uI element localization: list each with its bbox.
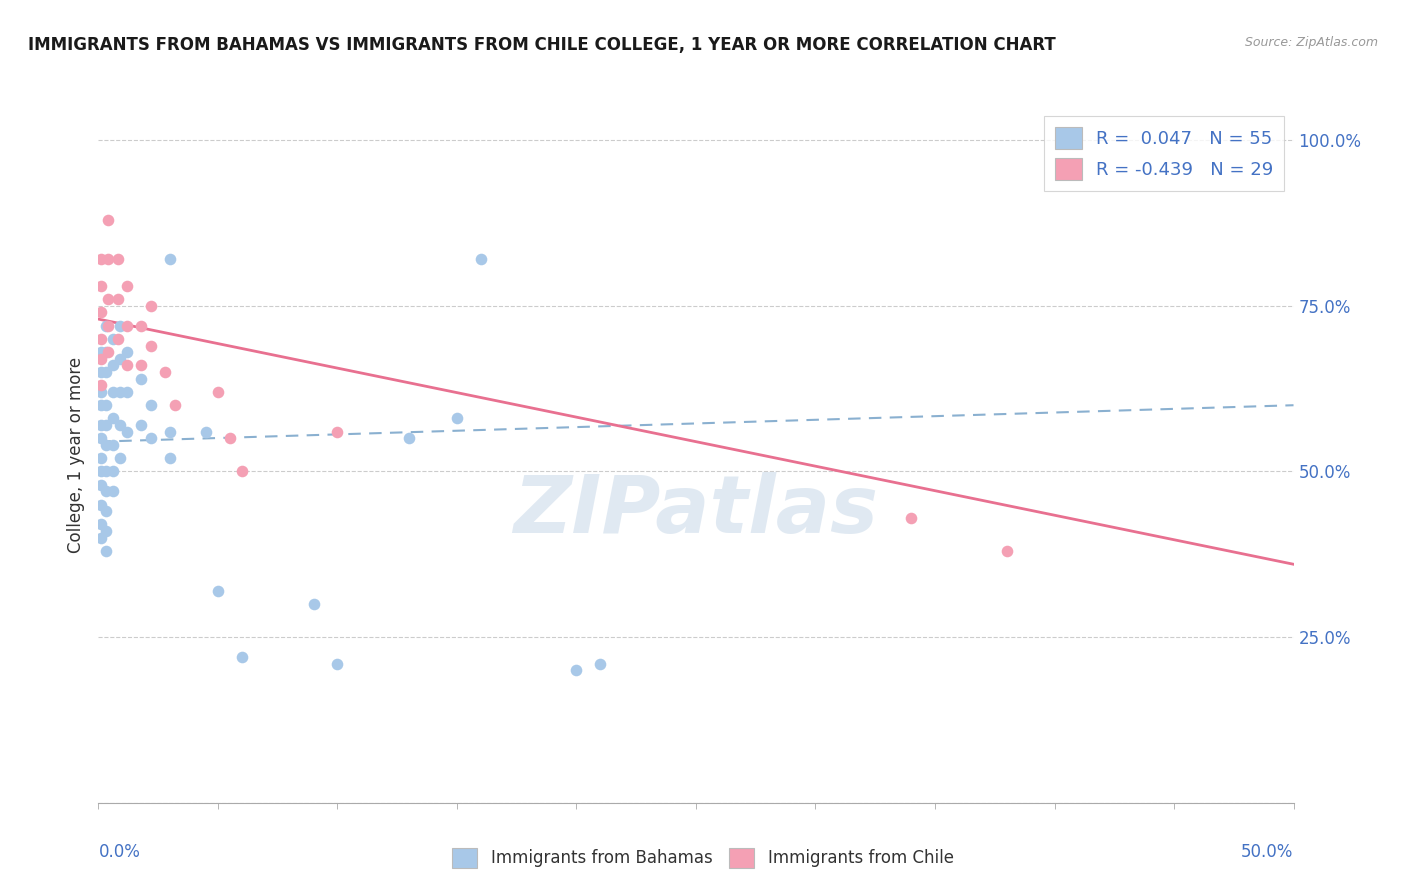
Point xyxy=(90,332,112,346)
Point xyxy=(207,384,229,399)
Point xyxy=(94,524,117,538)
Point xyxy=(101,438,124,452)
Point xyxy=(90,431,112,445)
Point xyxy=(131,418,153,433)
Point xyxy=(94,345,117,359)
Point xyxy=(115,318,138,333)
Point xyxy=(90,451,112,466)
Point xyxy=(155,365,177,379)
Point xyxy=(94,398,117,412)
Point xyxy=(90,365,112,379)
Point xyxy=(139,431,162,445)
Point xyxy=(115,279,138,293)
Text: Source: ZipAtlas.com: Source: ZipAtlas.com xyxy=(1244,36,1378,49)
Point xyxy=(131,318,153,333)
Point xyxy=(194,425,218,439)
Point xyxy=(108,318,131,333)
Point xyxy=(97,318,120,333)
Text: 0.0%: 0.0% xyxy=(98,843,141,861)
Point xyxy=(115,425,138,439)
Point xyxy=(90,398,112,412)
Point xyxy=(995,544,1018,558)
Point xyxy=(159,252,181,267)
Point xyxy=(101,484,124,499)
Point xyxy=(101,332,124,346)
Point xyxy=(94,418,117,433)
Point xyxy=(97,212,120,227)
Point xyxy=(107,292,129,306)
Point xyxy=(108,451,131,466)
Point xyxy=(101,384,124,399)
Point xyxy=(97,292,120,306)
Point xyxy=(589,657,612,671)
Point xyxy=(94,318,117,333)
Point xyxy=(163,398,186,412)
Point xyxy=(94,544,117,558)
Point xyxy=(231,650,253,665)
Point xyxy=(131,372,153,386)
Point xyxy=(90,351,112,366)
Point xyxy=(108,384,131,399)
Point xyxy=(90,378,112,392)
Point xyxy=(94,365,117,379)
Point xyxy=(159,425,181,439)
Point xyxy=(108,418,131,433)
Point xyxy=(90,465,112,479)
Point xyxy=(115,384,138,399)
Point xyxy=(115,359,138,373)
Point xyxy=(90,279,112,293)
Y-axis label: College, 1 year or more: College, 1 year or more xyxy=(67,357,86,553)
Point xyxy=(139,398,162,412)
Point xyxy=(115,345,138,359)
Point xyxy=(398,431,420,445)
Point xyxy=(107,252,129,267)
Text: 50.0%: 50.0% xyxy=(1241,843,1294,861)
Point xyxy=(107,332,129,346)
Point xyxy=(565,663,588,677)
Point xyxy=(101,411,124,425)
Point xyxy=(94,438,117,452)
Point xyxy=(219,431,242,445)
Legend: Immigrants from Bahamas, Immigrants from Chile: Immigrants from Bahamas, Immigrants from… xyxy=(446,841,960,875)
Point xyxy=(326,425,349,439)
Point xyxy=(470,252,492,267)
Text: IMMIGRANTS FROM BAHAMAS VS IMMIGRANTS FROM CHILE COLLEGE, 1 YEAR OR MORE CORRELA: IMMIGRANTS FROM BAHAMAS VS IMMIGRANTS FR… xyxy=(28,36,1056,54)
Point xyxy=(108,351,131,366)
Point xyxy=(446,411,468,425)
Point xyxy=(94,484,117,499)
Point xyxy=(90,345,112,359)
Point xyxy=(302,597,325,611)
Point xyxy=(94,465,117,479)
Point xyxy=(90,531,112,545)
Point xyxy=(97,345,120,359)
Point xyxy=(207,583,229,598)
Point xyxy=(159,451,181,466)
Point xyxy=(90,477,112,491)
Point xyxy=(90,252,112,267)
Point xyxy=(90,305,112,319)
Point xyxy=(90,517,112,532)
Point xyxy=(101,359,124,373)
Point xyxy=(90,498,112,512)
Point xyxy=(90,418,112,433)
Point xyxy=(139,338,162,352)
Point xyxy=(101,465,124,479)
Point xyxy=(900,511,922,525)
Point xyxy=(326,657,349,671)
Point xyxy=(231,465,253,479)
Point xyxy=(131,359,153,373)
Point xyxy=(97,252,120,267)
Point xyxy=(94,504,117,518)
Legend: R =  0.047   N = 55, R = -0.439   N = 29: R = 0.047 N = 55, R = -0.439 N = 29 xyxy=(1045,116,1285,191)
Point xyxy=(139,299,162,313)
Point xyxy=(90,384,112,399)
Text: ZIPatlas: ZIPatlas xyxy=(513,472,879,549)
